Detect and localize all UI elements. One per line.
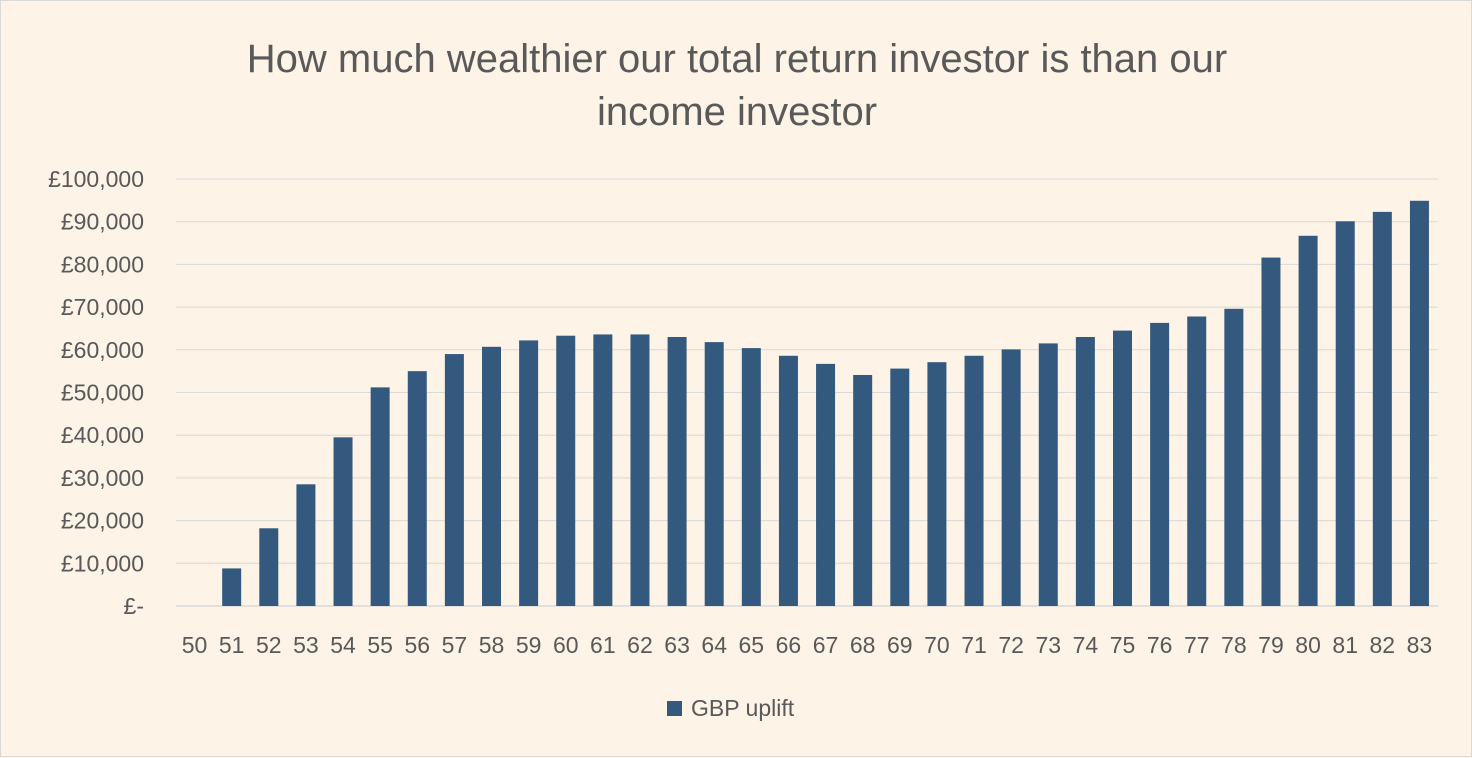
x-tick-label: 69 (887, 632, 913, 658)
x-tick-label: 66 (776, 632, 802, 658)
bar-60 (556, 335, 576, 606)
x-tick-label: 58 (479, 632, 505, 658)
bar-75 (1113, 330, 1132, 606)
x-tick-label: 63 (664, 632, 690, 658)
x-tick-label: 74 (1073, 632, 1099, 658)
x-tick-label: 77 (1184, 632, 1210, 658)
legend-swatch (667, 701, 682, 716)
legend-label: GBP uplift (691, 695, 795, 721)
bar-59 (519, 340, 539, 606)
x-tick-label: 82 (1370, 632, 1396, 658)
x-tick-label: 76 (1147, 632, 1173, 658)
x-tick-label: 57 (442, 632, 468, 658)
bar-63 (667, 336, 687, 606)
y-tick-label: £100,000 (48, 166, 144, 192)
chart-title-line-2: income investor (597, 90, 877, 134)
x-tick-label: 75 (1110, 632, 1136, 658)
bar-52 (259, 528, 279, 606)
bar-82 (1372, 211, 1392, 606)
x-tick-label: 70 (924, 632, 950, 658)
bar-54 (333, 437, 353, 606)
x-tick-label: 54 (330, 632, 356, 658)
y-tick-label: £30,000 (61, 465, 144, 491)
x-tick-label: 64 (701, 632, 727, 658)
chart-title-line-1: How much wealthier our total return inve… (247, 37, 1227, 81)
x-tick-label: 59 (516, 632, 542, 658)
x-tick-label: 60 (553, 632, 579, 658)
legend: GBP uplift (667, 695, 795, 721)
bar-83 (1409, 200, 1429, 607)
bar-53 (296, 484, 316, 606)
bar-72 (1001, 349, 1021, 606)
y-tick-label: £- (124, 593, 144, 619)
x-tick-label: 80 (1295, 632, 1321, 658)
y-axis-tick-labels: £- £10,000 £20,000 £30,000 £40,000 £50,000 £60… (48, 166, 144, 619)
x-tick-label: 72 (998, 632, 1024, 658)
bar-55 (370, 387, 390, 606)
bar-71 (964, 355, 984, 606)
bar-70 (927, 362, 947, 606)
x-tick-label: 73 (1035, 632, 1061, 658)
y-tick-label: £40,000 (61, 422, 144, 448)
x-tick-label: 65 (739, 632, 765, 658)
bar-58 (482, 346, 501, 606)
bar-67 (816, 363, 836, 606)
x-tick-label: 50 (182, 632, 208, 658)
bar-65 (741, 348, 761, 606)
bar-81 (1335, 221, 1355, 606)
y-tick-label: £90,000 (61, 209, 144, 235)
bars (222, 200, 1429, 607)
bar-66 (778, 355, 798, 606)
y-tick-label: £50,000 (61, 380, 144, 406)
x-tick-label: 67 (813, 632, 839, 658)
bar-69 (890, 368, 910, 606)
y-tick-label: £20,000 (61, 508, 144, 534)
x-tick-label: 53 (293, 632, 319, 658)
y-tick-label: £60,000 (61, 337, 144, 363)
y-tick-label: £70,000 (61, 294, 144, 320)
x-tick-label: 62 (627, 632, 653, 658)
gridlines (176, 178, 1438, 607)
x-axis-tick-labels: 50 51 52 53 54 55 56 57 58 59 60 61 62 63 64 65 66 67 68 69… (182, 632, 1432, 658)
bar-57 (444, 354, 464, 606)
x-tick-label: 78 (1221, 632, 1247, 658)
bar-78 (1224, 308, 1244, 606)
bar-68 (853, 374, 873, 606)
bar-77 (1187, 316, 1207, 606)
y-tick-label: £80,000 (61, 251, 144, 277)
x-tick-label: 61 (590, 632, 616, 658)
bar-73 (1038, 343, 1058, 606)
bar-76 (1150, 322, 1170, 606)
x-tick-label: 55 (367, 632, 393, 658)
bar-56 (407, 371, 427, 606)
bar-61 (593, 334, 613, 606)
x-tick-label: 52 (256, 632, 282, 658)
bar-51 (222, 568, 242, 606)
x-tick-label: 56 (404, 632, 430, 658)
bar-64 (704, 342, 724, 606)
x-tick-label: 68 (850, 632, 876, 658)
x-tick-label: 81 (1332, 632, 1358, 658)
x-tick-label: 71 (961, 632, 987, 658)
x-tick-label: 83 (1407, 632, 1433, 658)
x-tick-label: 51 (219, 632, 245, 658)
x-tick-label: 79 (1258, 632, 1284, 658)
bar-80 (1298, 235, 1318, 606)
bar-74 (1075, 336, 1095, 606)
y-tick-label: £10,000 (61, 550, 144, 576)
bar-62 (630, 334, 650, 606)
bar-79 (1261, 257, 1281, 606)
